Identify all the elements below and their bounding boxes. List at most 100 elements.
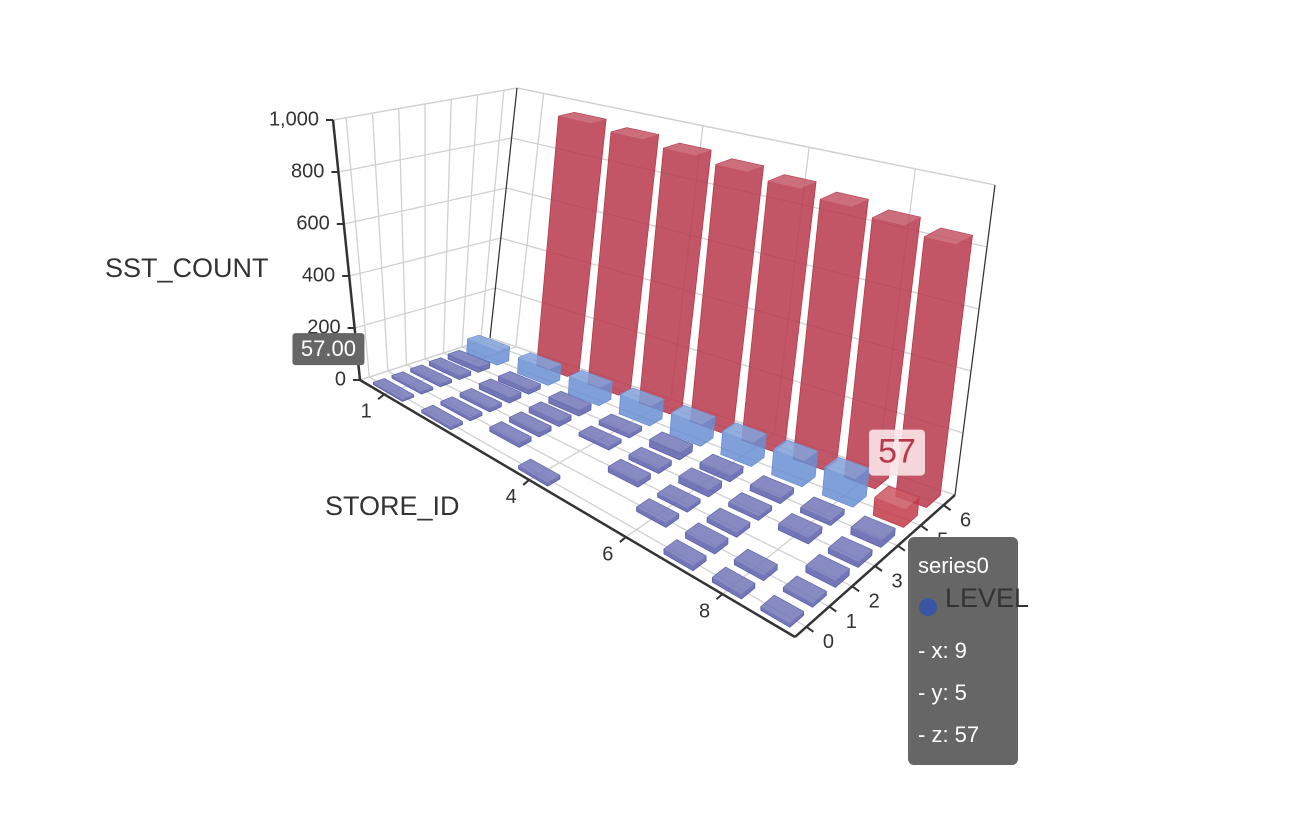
- bar: [391, 371, 434, 395]
- bar: [657, 484, 701, 513]
- bar: [372, 378, 415, 402]
- grid-line: [345, 117, 370, 378]
- grid-line: [349, 237, 501, 277]
- bar-top: [783, 575, 827, 604]
- bar-top: [569, 370, 613, 388]
- bar: [805, 553, 850, 588]
- bar: [678, 467, 723, 498]
- bar-top: [467, 335, 510, 351]
- grid-line: [398, 108, 408, 366]
- bar-top: [872, 209, 921, 226]
- z-tick-label: 0: [335, 368, 346, 390]
- tooltip-title: series0: [918, 553, 989, 578]
- bar-top: [509, 411, 552, 433]
- bar-top: [824, 457, 870, 480]
- bar-top: [678, 467, 722, 491]
- bar-top: [429, 357, 471, 376]
- bar: [489, 421, 532, 448]
- bar-top: [712, 567, 755, 595]
- bar: [410, 364, 453, 388]
- bar-top: [636, 498, 679, 523]
- bar: [741, 174, 817, 452]
- bar-top: [611, 127, 659, 140]
- y-tick-label: 0: [823, 631, 834, 653]
- grid-line: [371, 113, 389, 372]
- z-tick-label: 400: [302, 264, 335, 286]
- bar: [459, 387, 502, 413]
- bar-top: [828, 536, 873, 562]
- grid-line: [442, 99, 452, 354]
- bar-top: [768, 174, 817, 189]
- bar: [690, 158, 765, 434]
- bar: [872, 485, 920, 528]
- x-axis-name: STORE_ID: [325, 491, 460, 521]
- grid-line: [461, 94, 479, 348]
- y-tick-label: 3: [891, 570, 902, 592]
- bar: [777, 512, 823, 545]
- x-tick: [715, 593, 724, 600]
- bar: [648, 431, 694, 461]
- tooltip-line: - y: 5: [918, 680, 967, 705]
- grid-line: [515, 93, 545, 347]
- bar: [827, 535, 873, 568]
- bar-top: [373, 378, 414, 400]
- y-tick-label: 6: [960, 509, 971, 531]
- grid-line: [338, 137, 512, 173]
- bar-top: [671, 405, 715, 425]
- y-tick: [920, 524, 929, 532]
- bar: [536, 112, 607, 377]
- bar: [749, 475, 795, 505]
- x-tick-label: 8: [699, 600, 710, 622]
- bar-top: [579, 425, 622, 447]
- tooltip-box: [908, 537, 1018, 765]
- x-tick: [522, 479, 530, 486]
- bar: [711, 566, 756, 600]
- bar-top: [663, 143, 712, 156]
- bar-top: [778, 513, 823, 538]
- y-axis-name: LEVEL: [945, 583, 1029, 613]
- bar: [669, 404, 716, 447]
- bar: [636, 498, 680, 528]
- bar: [528, 401, 572, 427]
- bar-top: [599, 414, 642, 434]
- bar-top: [529, 401, 572, 422]
- grid-line: [480, 90, 505, 342]
- tooltip-line: - z: 57: [918, 722, 979, 747]
- bar-top: [460, 388, 502, 409]
- tooltip-line: - x: 9: [918, 638, 967, 663]
- y-tick: [897, 544, 906, 552]
- bar-top: [421, 405, 463, 427]
- bar-top: [608, 459, 651, 482]
- y-tick: [828, 605, 837, 613]
- bar-top: [874, 486, 920, 510]
- bar: [699, 453, 744, 483]
- bar-top: [649, 431, 693, 453]
- y-tick: [874, 565, 883, 572]
- bar: [517, 352, 562, 386]
- z-tick-label: 1,000: [269, 108, 319, 130]
- bar: [478, 378, 522, 404]
- bar: [728, 492, 773, 521]
- x-tick-label: 6: [602, 543, 613, 565]
- y-tick: [805, 626, 815, 633]
- bar: [518, 458, 561, 487]
- bar: [850, 515, 896, 548]
- tooltip-marker: [919, 598, 937, 616]
- bar: [548, 390, 592, 417]
- bar: [843, 209, 921, 490]
- grid-line: [343, 187, 507, 225]
- axis-pointer-label: 57.00: [301, 336, 356, 361]
- bar-top: [851, 515, 896, 541]
- bar-top: [707, 508, 750, 533]
- bar: [628, 446, 672, 474]
- bar-top: [518, 352, 561, 370]
- bar-top: [924, 228, 973, 245]
- x-tick: [377, 393, 385, 401]
- bar-top: [700, 454, 744, 476]
- bar-top: [750, 475, 794, 499]
- y-tick-label: 1: [846, 611, 857, 633]
- bar-top: [773, 439, 818, 462]
